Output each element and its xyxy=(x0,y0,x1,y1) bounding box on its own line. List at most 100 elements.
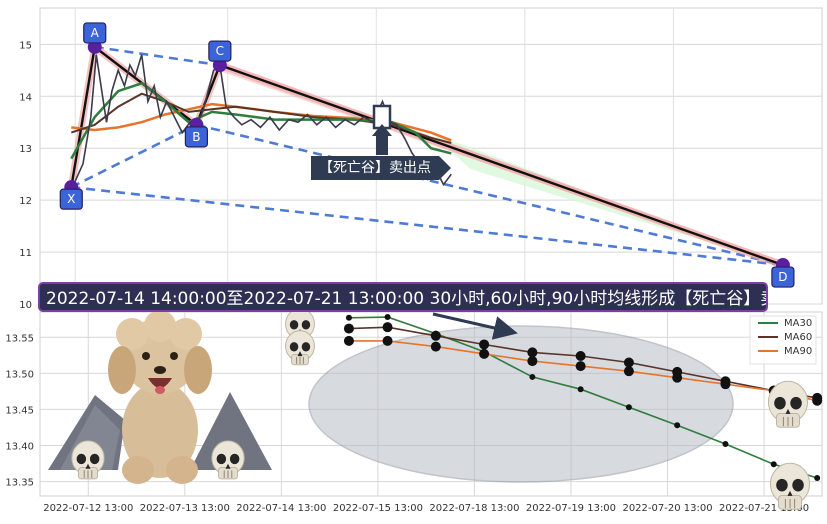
series-point-ma30 xyxy=(384,314,391,321)
pattern-point-badge xyxy=(771,266,795,288)
pattern-point-badge xyxy=(59,188,83,210)
series-point-ma90 xyxy=(812,395,823,406)
skull-nose xyxy=(85,463,91,469)
skull-eye xyxy=(289,342,299,352)
pattern-point-label: D xyxy=(778,270,787,284)
sell-point-label: 【死亡谷】卖出点 xyxy=(311,156,451,180)
top-y-tick-label: 13 xyxy=(19,144,32,155)
skull-icon xyxy=(769,462,811,510)
bottom-x-tick-label: 2022-07-14 13:00 xyxy=(236,503,326,514)
skull-eye xyxy=(216,453,227,465)
top-y-tick-label: 15 xyxy=(19,40,32,51)
legend-label: MA60 xyxy=(784,332,812,343)
pattern-points: X A B C D xyxy=(59,22,795,288)
skull-icon xyxy=(767,380,809,428)
skull-eye xyxy=(774,396,786,410)
skull-eye xyxy=(89,453,100,465)
skull-icon xyxy=(211,440,245,480)
bottom-y-tick-label: 13.55 xyxy=(5,333,34,344)
series-point-ma60 xyxy=(382,322,393,333)
pattern-dashed-line xyxy=(70,123,197,189)
dog-illustration xyxy=(48,310,272,484)
bottom-y-tick-label: 13.45 xyxy=(5,405,34,416)
bottom-x-tick-label: 2022-07-20 13:00 xyxy=(622,503,712,514)
skull-eye xyxy=(301,342,311,352)
bottom-y-axis: 13.35 13.40 13.45 13.50 13.55 xyxy=(5,333,34,488)
bottom-y-tick-label: 13.40 xyxy=(5,441,34,452)
series-point-ma30 xyxy=(529,373,536,380)
skull-nose xyxy=(225,463,231,469)
series-point-ma30 xyxy=(770,461,777,468)
pattern-leg-line xyxy=(195,64,221,126)
pattern-point-badge xyxy=(184,126,208,148)
legend-label: MA30 xyxy=(784,318,812,329)
series-point-ma60 xyxy=(623,357,634,368)
pattern-point-label: B xyxy=(192,130,200,144)
bottom-ma-panel: 13.35 13.40 13.45 13.50 13.55 2022-07-12 13:… xyxy=(5,310,823,514)
top-y-tick-label: 12 xyxy=(19,196,32,207)
skull-icon xyxy=(71,440,105,480)
series-point-ma90 xyxy=(623,366,634,377)
series-point-ma60 xyxy=(479,339,490,350)
series-point-ma60 xyxy=(430,330,441,341)
top-y-tick-label: 14 xyxy=(19,92,32,103)
series-point-ma60 xyxy=(527,347,538,358)
series-point-ma30 xyxy=(814,474,821,481)
pattern-leg-line xyxy=(219,63,784,267)
skull-nose xyxy=(785,408,791,414)
pattern-point-badge xyxy=(208,40,232,62)
skull-eye xyxy=(229,453,240,465)
top-y-tick-label: 10 xyxy=(19,300,32,311)
pattern-point-label: A xyxy=(91,26,100,40)
series-point-ma30 xyxy=(625,404,632,411)
series-point-ma30 xyxy=(345,314,352,321)
bottom-x-axis: 2022-07-12 13:00 2022-07-13 13:00 2022-07-… xyxy=(43,503,809,514)
pattern-dashed-line xyxy=(94,45,221,67)
pointer-arrow xyxy=(432,312,518,340)
skull-icon xyxy=(285,330,315,366)
bottom-y-tick-label: 13.35 xyxy=(5,478,34,489)
series-point-ma30 xyxy=(674,422,681,429)
series-point-ma90 xyxy=(672,372,683,383)
top-y-tick-label: 11 xyxy=(19,248,32,259)
skull-eye xyxy=(76,453,87,465)
top-y-axis: 10 11 12 13 14 15 xyxy=(19,40,32,311)
series-point-ma90 xyxy=(527,356,538,367)
pattern-leg-line xyxy=(70,46,96,188)
series-point-ma90 xyxy=(720,379,731,390)
series-point-ma60 xyxy=(343,323,354,334)
series-point-ma30 xyxy=(577,386,584,393)
bottom-x-tick-label: 2022-07-18 13:00 xyxy=(429,503,519,514)
sell-arrow-marker xyxy=(372,104,392,155)
series-point-ma90 xyxy=(382,335,393,346)
legend-label: MA90 xyxy=(784,346,812,357)
series-point-ma90 xyxy=(575,361,586,372)
top-price-panel: 10 11 12 13 14 15 X A B C D xyxy=(19,7,823,311)
bottom-x-tick-label: 2022-07-12 13:00 xyxy=(43,503,133,514)
skull-nose xyxy=(787,490,793,496)
death-valley-banner: 2022-07-14 14:00:00至2022-07-21 13:00:00 … xyxy=(38,282,768,312)
skull-eye xyxy=(776,478,788,492)
series-point-ma90 xyxy=(479,348,490,359)
series-point-ma30 xyxy=(722,441,729,448)
skull-eye xyxy=(790,396,802,410)
bottom-x-tick-label: 2022-07-13 13:00 xyxy=(140,503,230,514)
pattern-dashed-line xyxy=(196,123,784,267)
series-point-ma90 xyxy=(430,341,441,352)
skull-eye xyxy=(792,478,804,492)
bottom-x-tick-label: 2022-07-15 13:00 xyxy=(333,503,423,514)
pattern-point-badge xyxy=(83,22,107,44)
ma-green-line xyxy=(70,81,452,160)
series-point-ma90 xyxy=(343,335,354,346)
pattern-point-label: X xyxy=(67,192,75,206)
skull-eye xyxy=(289,320,299,330)
triangle-fill-green xyxy=(431,132,783,266)
series-point-ma60 xyxy=(575,351,586,362)
bottom-y-tick-label: 13.50 xyxy=(5,369,34,380)
bottom-x-tick-label: 2022-07-19 13:00 xyxy=(526,503,616,514)
skull-nose xyxy=(297,351,303,357)
pattern-point-label: C xyxy=(216,44,224,58)
bottom-x-tick-label: 2022-07-21 13:00 xyxy=(719,503,809,514)
